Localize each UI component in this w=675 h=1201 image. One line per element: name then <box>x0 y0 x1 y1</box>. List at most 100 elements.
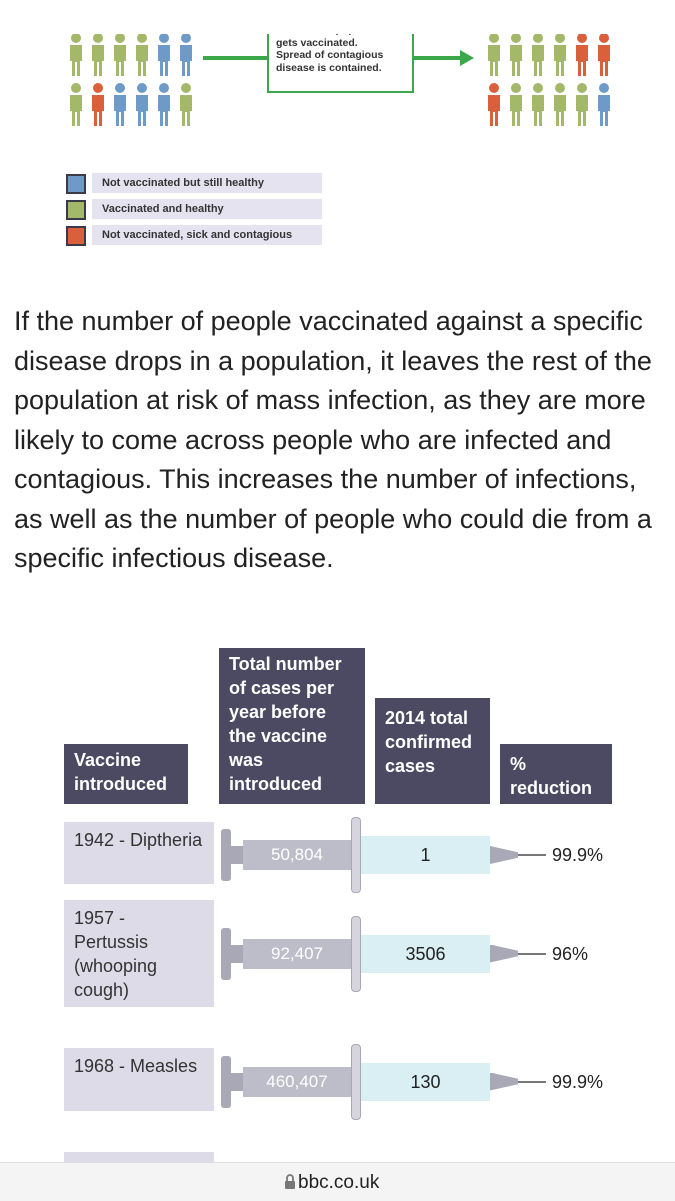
info-box <box>267 34 414 93</box>
needle-hub <box>490 1072 518 1091</box>
header-cell: 2014 total confirmed cases <box>375 698 490 804</box>
needle <box>518 952 546 955</box>
person-head <box>115 83 125 93</box>
legend-swatch <box>66 226 86 246</box>
needle-hub <box>490 846 518 864</box>
person-head <box>159 83 169 93</box>
row-label: 1957 - Pertussis (whooping cough) <box>64 900 214 1007</box>
person-body <box>136 95 148 126</box>
box-line: gets vaccinated. <box>276 36 358 49</box>
person-body <box>114 45 126 76</box>
person-body <box>180 95 192 126</box>
person-head <box>489 34 499 43</box>
person-body <box>180 45 192 76</box>
reduction: 96% <box>552 943 589 964</box>
legend-swatch <box>66 200 86 220</box>
person-body <box>576 45 588 76</box>
plunger <box>221 927 231 980</box>
box-line: most of the population <box>276 24 390 36</box>
needle <box>518 854 546 856</box>
header-cell: Total number of cases per year before th… <box>219 648 365 804</box>
person-body <box>554 95 566 126</box>
person-body <box>510 95 522 126</box>
legend-label: Not vaccinated but still healthy <box>92 173 322 193</box>
barrel-new: 130 <box>361 1062 490 1101</box>
person-head <box>511 34 521 43</box>
person-head <box>533 83 543 93</box>
battery-icon <box>622 8 662 28</box>
person-body <box>532 95 544 126</box>
herd-diagram <box>70 34 610 126</box>
barrel-new: 3506 <box>361 934 490 973</box>
info-box-text: most of the population gets vaccinated. … <box>276 24 411 82</box>
plunger <box>221 1055 231 1108</box>
person-body <box>510 45 522 76</box>
person-head <box>577 83 587 93</box>
reduction: 99.9% <box>552 1071 604 1092</box>
address-bar[interactable]: bbc.co.uk <box>0 1162 675 1201</box>
legend-label: Vaccinated and healthy <box>92 199 322 219</box>
person-body <box>136 45 148 76</box>
row-label: 1968 - Measles <box>64 1048 214 1111</box>
plunger-rod <box>231 1072 243 1091</box>
header-cell: Vaccine introduced <box>64 744 188 804</box>
person-head <box>137 34 147 43</box>
battery-level: 19% <box>570 7 611 29</box>
person-head <box>555 34 565 43</box>
legend-label: Not vaccinated, sick and contagious <box>92 225 322 245</box>
flange <box>351 1043 361 1120</box>
person-body <box>92 95 104 126</box>
person-head <box>71 34 81 43</box>
flange <box>351 817 361 893</box>
person-head <box>181 83 191 93</box>
person-head <box>181 34 191 43</box>
plunger-rod <box>231 846 243 864</box>
person-body <box>488 95 500 126</box>
person-body <box>70 95 82 126</box>
person-head <box>599 34 609 43</box>
person-head <box>115 34 125 43</box>
person-body <box>158 95 170 126</box>
person-head <box>71 83 81 93</box>
person-head <box>93 34 103 43</box>
person-head <box>93 83 103 93</box>
flange <box>351 915 361 992</box>
header-cell: % reduction <box>500 744 612 804</box>
person-body <box>598 45 610 76</box>
barrel-old: 50,804 <box>243 840 351 870</box>
person-head <box>555 83 565 93</box>
person-body <box>92 45 104 76</box>
plunger <box>221 829 231 881</box>
needle <box>518 1080 546 1083</box>
plunger-rod <box>231 944 243 963</box>
person-head <box>511 83 521 93</box>
row-label: 1942 - Diptheria <box>64 822 214 884</box>
person-body <box>158 45 170 76</box>
person-body <box>576 95 588 126</box>
barrel-new: 1 <box>361 836 490 874</box>
barrel-old: 92,407 <box>243 938 351 969</box>
person-head <box>577 34 587 43</box>
person-head <box>137 83 147 93</box>
barrel-old: 460,407 <box>243 1066 351 1097</box>
row-label-partial <box>64 1152 214 1162</box>
person-body <box>532 45 544 76</box>
box-line: Spread of contagious <box>276 49 384 61</box>
person-body <box>70 45 82 76</box>
person-body <box>598 95 610 126</box>
legend-swatch <box>66 174 86 194</box>
person-head <box>489 83 499 93</box>
person-body <box>488 45 500 76</box>
person-body <box>114 95 126 126</box>
person-head <box>159 34 169 43</box>
reduction: 99.9% <box>552 845 604 865</box>
person-body <box>554 45 566 76</box>
url-text: bbc.co.uk <box>298 1172 380 1193</box>
person-head <box>599 83 609 93</box>
lock-icon <box>285 1174 295 1189</box>
arrow-head <box>460 50 474 66</box>
needle-hub <box>490 944 518 963</box>
body-paragraph: If the number of people vaccinated again… <box>14 306 652 573</box>
status-icons <box>486 8 558 28</box>
